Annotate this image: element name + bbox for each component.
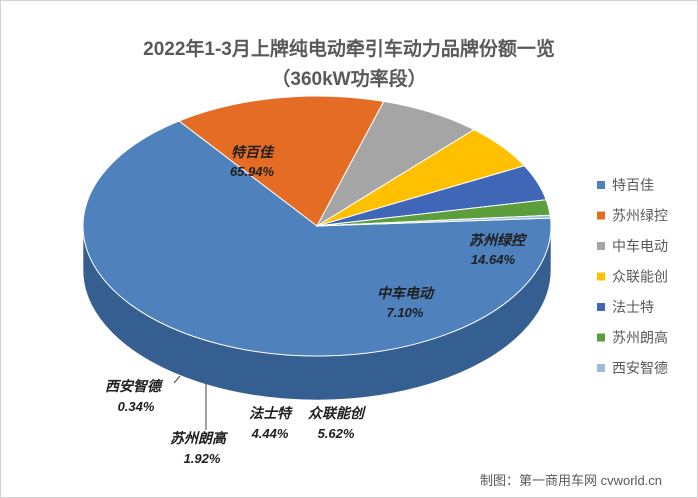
slice-name-label-7: 西安智德 [105,378,164,394]
slice-value-label-1: 65.94% [230,164,275,179]
credit-text: 制图：第一商用车网 cvworld.cn [480,473,663,488]
slice-value-label-4: 5.62% [318,426,355,441]
slice-name-label-3: 中车电动 [377,285,435,301]
pie-slice-7 [316,214,552,227]
legend-label-7: 西安智德 [612,360,668,376]
legend-label-4: 众联能创 [612,269,668,285]
slice-value-label-2: 14.64% [471,252,516,267]
legend-label-2: 苏州绿控 [612,208,668,224]
slice-name-label-6: 苏州朗高 [170,430,229,446]
slice-value-label-7: 0.34% [118,399,155,414]
slice-name-label-2: 苏州绿控 [469,232,528,248]
pie-slice-1 [82,120,552,357]
slice-value-label-6: 1.92% [184,451,221,466]
slice-name-label-5: 法士特 [249,405,293,421]
legend-swatch-7 [597,364,605,372]
slice-value-label-3: 7.10% [387,305,424,320]
slice-name-label-1: 特百佳 [231,144,275,160]
legend-swatch-3 [597,242,605,250]
pie-slice-2 [178,95,385,227]
chart-subtitle: （360kW功率段） [271,69,427,90]
legend-label-1: 特百佳 [612,177,654,193]
legend-swatch-4 [597,272,605,281]
pie-tops [82,95,552,357]
legend-label-5: 法士特 [612,299,654,315]
legend-label-3: 中车电动 [612,238,668,254]
pie-slice-3 [315,100,476,228]
pie-labels: 特百佳 65.94% 苏州绿控 14.64% 中车电动 7.10% 众联能创 5.62% 法士特… [105,144,528,466]
legend-swatch-1 [597,181,605,189]
legend-swatch-2 [597,211,605,220]
legend-swatch-5 [597,303,605,311]
slice-name-label-4: 众联能创 [308,405,367,421]
leader-line-xian-zhide [173,375,181,384]
legend-label-6: 苏州朗高 [612,330,668,346]
chart-title: 2022年1-3月上牌纯电动牵引车动力品牌份额一览 [143,39,555,60]
slice-value-label-5: 4.44% [251,426,289,441]
legend-swatch-6 [597,333,605,342]
